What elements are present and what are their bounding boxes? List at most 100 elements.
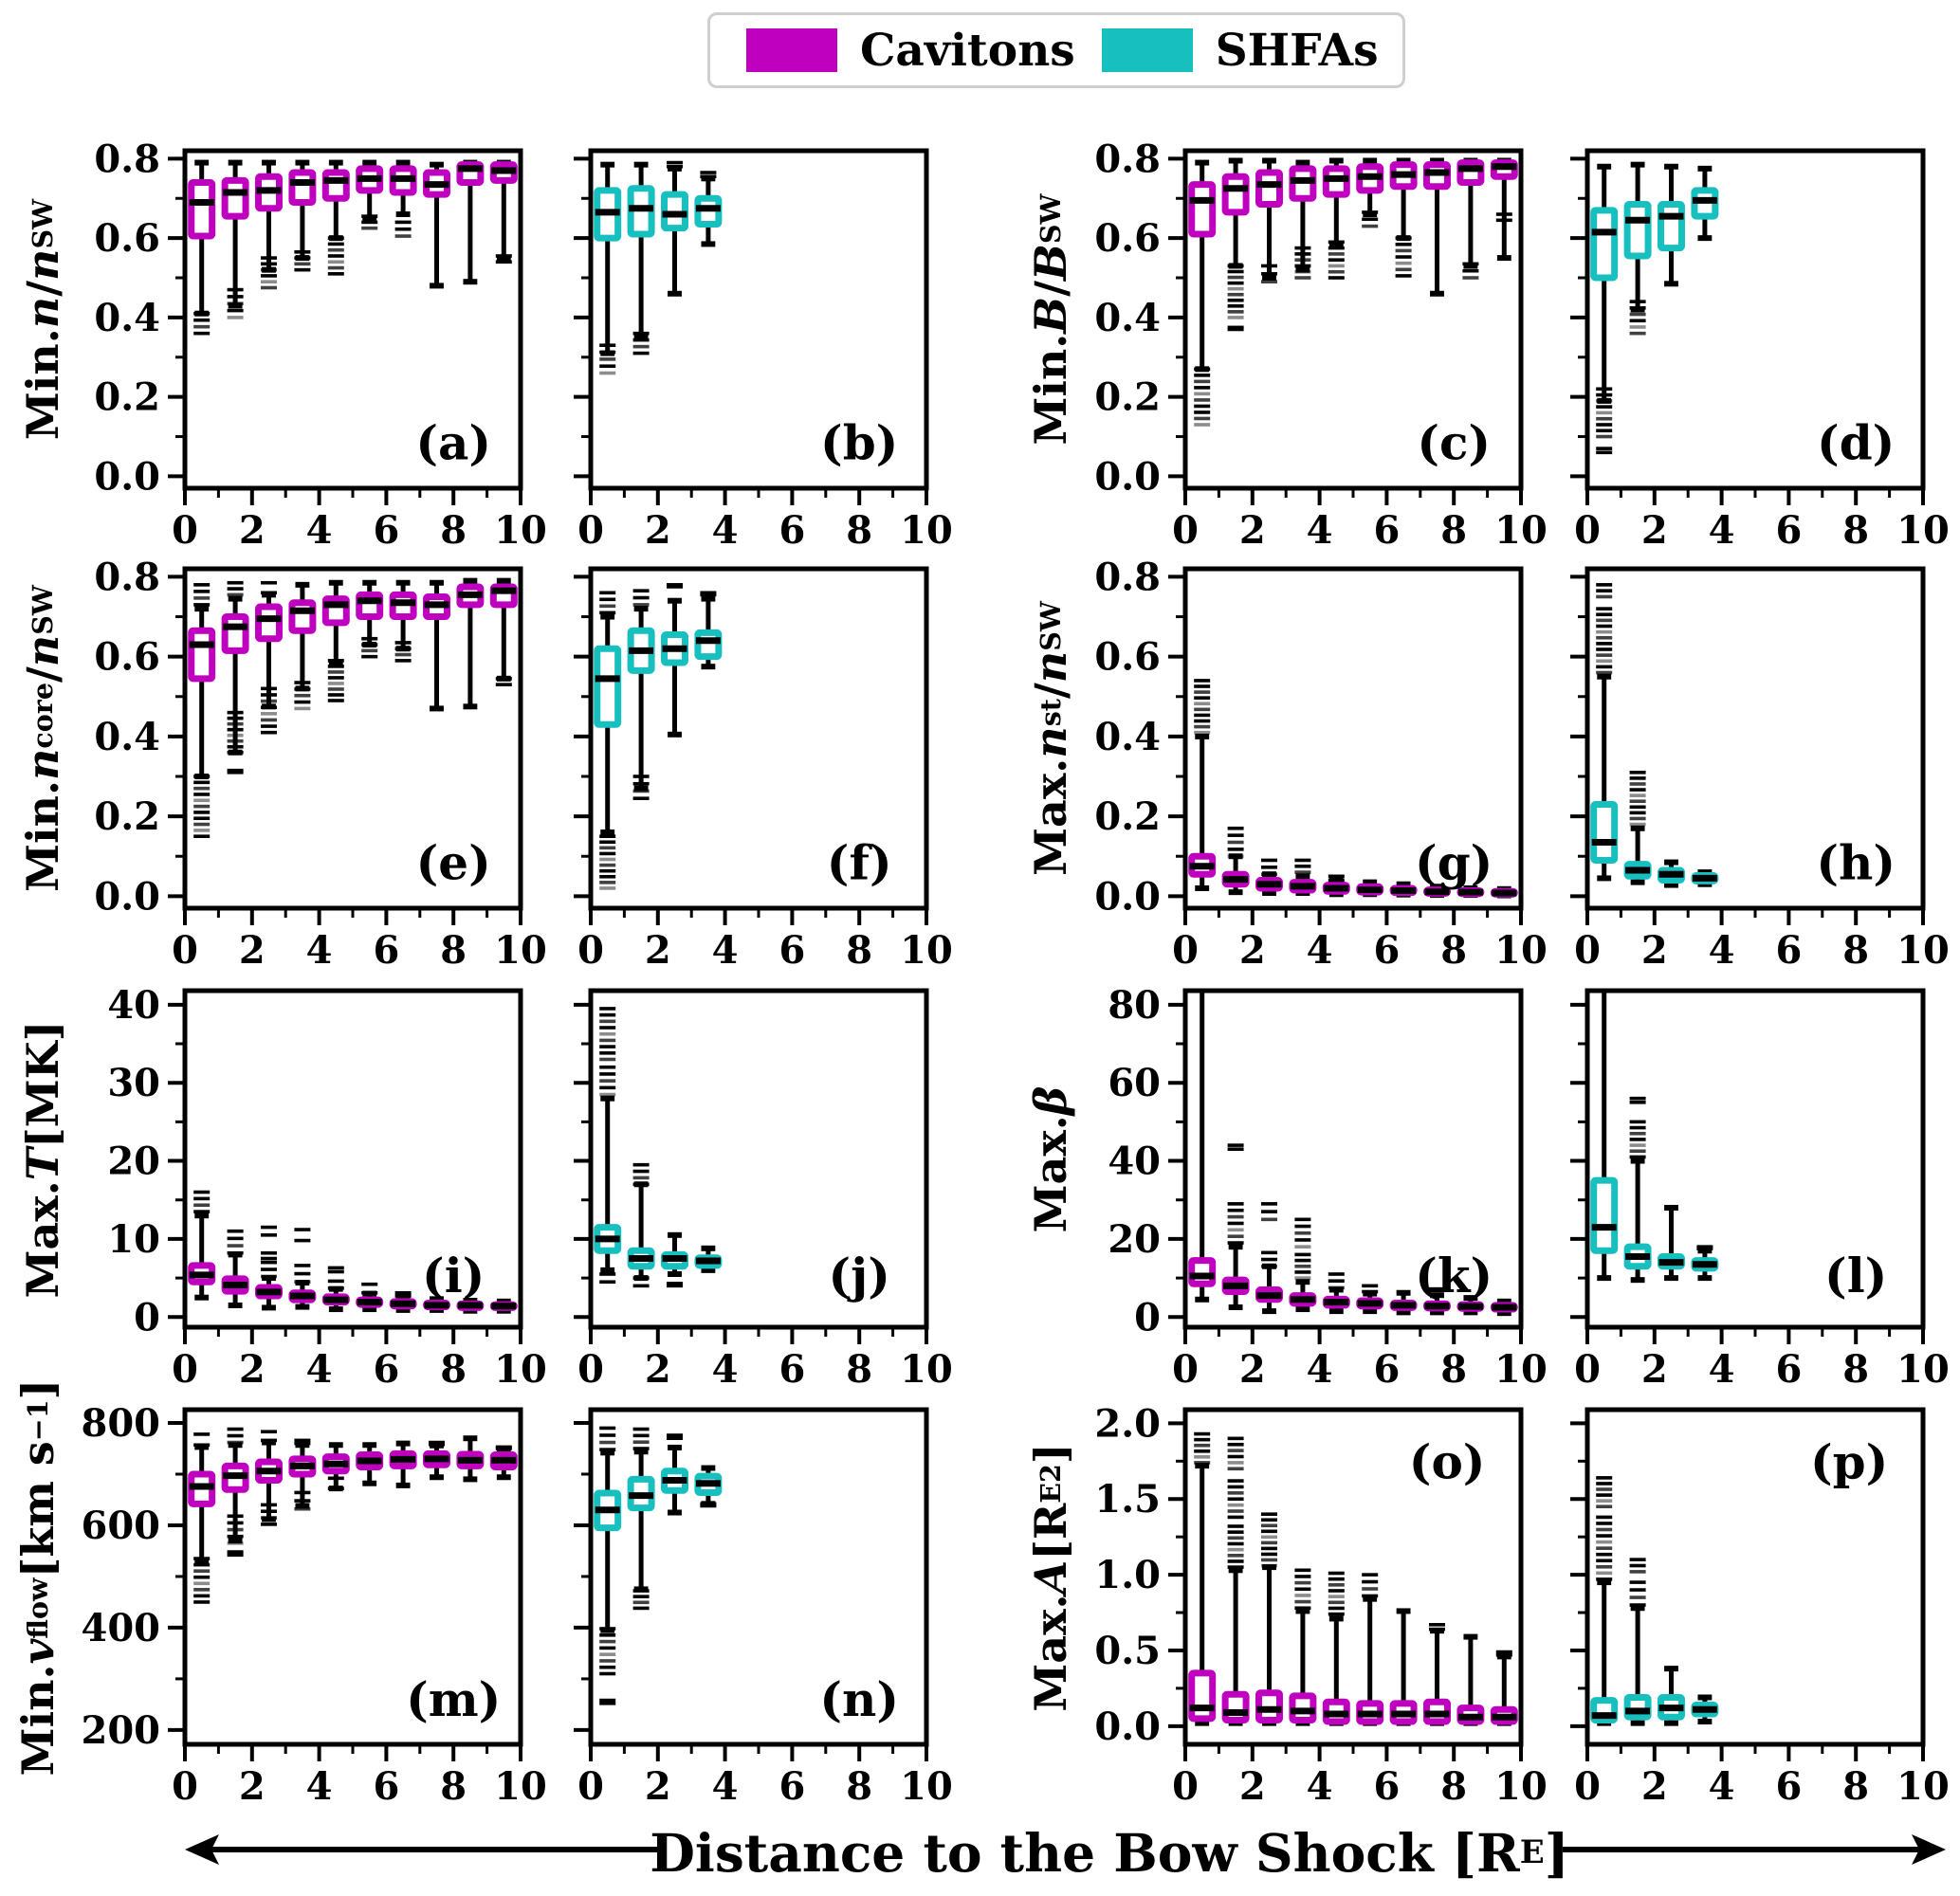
x-tick-label: 10 bbox=[900, 508, 953, 553]
x-tick-label: 8 bbox=[440, 928, 467, 973]
y-tick-label: 0.4 bbox=[1094, 715, 1161, 759]
outlier-dash bbox=[193, 331, 211, 336]
outlier-dash bbox=[227, 1527, 244, 1532]
outlier-dash bbox=[632, 1176, 650, 1180]
outlier-dash bbox=[1429, 1623, 1445, 1627]
outlier-dash bbox=[1596, 612, 1613, 617]
outlier-dash bbox=[1227, 1559, 1244, 1563]
outlier-dash bbox=[394, 220, 412, 225]
x-tick-label: 10 bbox=[494, 1764, 547, 1809]
outlier-dash bbox=[261, 256, 277, 260]
outlier-dash bbox=[1596, 1504, 1613, 1509]
box-l-x3.5 bbox=[1691, 1245, 1719, 1282]
x-tick-label: 10 bbox=[494, 928, 547, 973]
x-tick-label: 2 bbox=[645, 928, 671, 973]
outlier-dash bbox=[294, 250, 311, 254]
x-tick-label: 2 bbox=[645, 1764, 671, 1809]
outlier-dash bbox=[227, 1534, 244, 1539]
legend-item-shfas: SHFAs bbox=[1101, 25, 1379, 77]
outlier-dash bbox=[599, 1092, 616, 1097]
outlier-dash bbox=[1194, 1443, 1211, 1448]
outlier-dash bbox=[700, 174, 717, 179]
outlier-dash bbox=[227, 287, 244, 292]
outlier-dash bbox=[1596, 405, 1613, 409]
box-m-x1.5 bbox=[221, 1427, 249, 1558]
box-p-x2.5 bbox=[1658, 1666, 1685, 1726]
outlier-dash bbox=[1462, 268, 1479, 273]
x-tick-label: 2 bbox=[1239, 928, 1266, 973]
outlier-dash bbox=[1328, 246, 1345, 250]
outlier-dash bbox=[261, 285, 277, 290]
x-tick-label: 0 bbox=[1574, 1347, 1601, 1392]
outlier-dash bbox=[261, 730, 277, 735]
outlier-dash bbox=[227, 1229, 244, 1233]
outlier-dash bbox=[1194, 379, 1211, 384]
outlier-dash bbox=[1596, 589, 1613, 592]
outlier-dash bbox=[1629, 1138, 1646, 1141]
outlier-dash bbox=[327, 1476, 344, 1481]
box-f-x3.5 bbox=[694, 591, 723, 670]
outlier-dash bbox=[1294, 858, 1311, 863]
legend-item-cavitons: Cavitons bbox=[746, 25, 1075, 77]
outlier-dash bbox=[1629, 319, 1646, 323]
panel-m: 0 2 4 6 8 10 200 400 600 800 (m) bbox=[82, 1401, 547, 1809]
outlier-dash bbox=[227, 1541, 244, 1545]
panel-letter-b: (b) bbox=[820, 415, 898, 471]
outlier-dash bbox=[1328, 878, 1345, 883]
box-n-x1.5 bbox=[627, 1427, 655, 1611]
outlier-dash bbox=[1328, 1589, 1345, 1593]
outlier-dash bbox=[1194, 1449, 1211, 1453]
outlier-dash bbox=[227, 316, 244, 319]
outlier-dash bbox=[327, 676, 344, 680]
outlier-dash bbox=[193, 1196, 211, 1201]
outlier-dash bbox=[632, 781, 650, 786]
outlier-dash bbox=[193, 603, 211, 607]
outlier-dash bbox=[1328, 1285, 1345, 1290]
x-tick-label: 4 bbox=[1709, 1764, 1735, 1809]
y-tick-label: 40 bbox=[1108, 1139, 1161, 1184]
outlier-dash bbox=[1629, 1588, 1646, 1592]
outlier-dash bbox=[599, 1012, 616, 1017]
box-a-x2.5 bbox=[255, 159, 283, 290]
outlier-dash bbox=[261, 580, 277, 585]
outlier-dash bbox=[1596, 434, 1613, 439]
outlier-dash bbox=[294, 1499, 311, 1503]
outlier-dash bbox=[1629, 1125, 1646, 1130]
outlier-dash bbox=[632, 1447, 650, 1450]
x-tick-label: 6 bbox=[1373, 928, 1400, 973]
legend: Cavitons SHFAs bbox=[707, 12, 1405, 88]
box-l-x0.5 bbox=[1590, 991, 1619, 1282]
y-tick-label: 200 bbox=[82, 1708, 161, 1753]
box-i-x7.5 bbox=[423, 1296, 450, 1313]
x-tick-label: 6 bbox=[1775, 928, 1802, 973]
box-n-x0.5 bbox=[594, 1426, 622, 1705]
outlier-dash bbox=[1629, 822, 1646, 827]
boxplots-e bbox=[188, 577, 518, 838]
x-tick-label: 8 bbox=[440, 1347, 467, 1392]
cavitons-swatch-icon bbox=[746, 28, 837, 72]
outlier-dash bbox=[495, 254, 512, 258]
outlier-dash bbox=[632, 344, 650, 349]
outlier-dash bbox=[1596, 1476, 1613, 1480]
outlier-dash bbox=[1294, 1575, 1311, 1578]
x-tick-label: 2 bbox=[1239, 508, 1266, 553]
outlier-dash bbox=[1596, 1534, 1613, 1538]
outlier-dash bbox=[361, 220, 378, 225]
panel-letter-n: (n) bbox=[819, 1671, 899, 1727]
boxplots-d bbox=[1590, 161, 1719, 455]
outlier-dash bbox=[361, 226, 378, 230]
outlier-dash bbox=[632, 1606, 650, 1611]
x-tick-label: 4 bbox=[712, 1764, 739, 1809]
outlier-dash bbox=[1294, 1599, 1311, 1604]
outlier-dash bbox=[599, 840, 616, 845]
box-i-x4.5 bbox=[321, 1266, 350, 1313]
outlier-dash bbox=[327, 1266, 344, 1270]
box-h-x3.5 bbox=[1691, 869, 1719, 887]
outlier-dash bbox=[632, 595, 650, 600]
outlier-dash bbox=[193, 1575, 211, 1579]
outlier-dash bbox=[700, 592, 717, 597]
outlier-dash bbox=[599, 834, 616, 838]
outlier-dash bbox=[1227, 269, 1244, 274]
box-j-x3.5 bbox=[694, 1245, 723, 1273]
